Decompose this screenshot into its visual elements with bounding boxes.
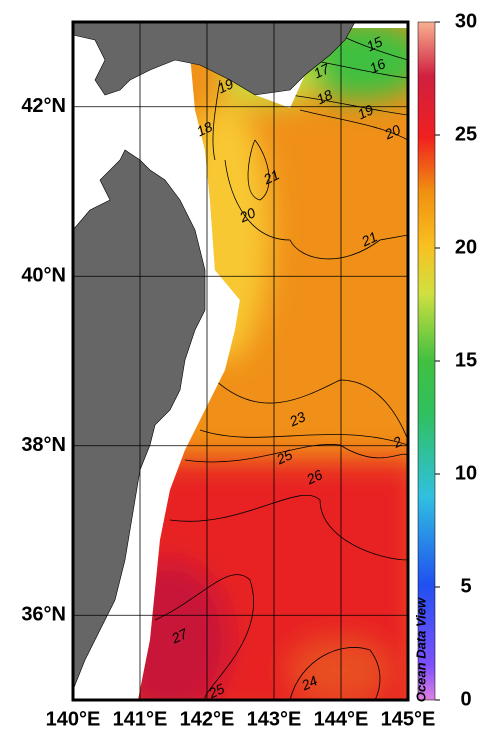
contour-label: 25 [273,446,295,468]
contour-label: 20 [381,121,403,143]
colorbar-tick-label: 10 [455,462,477,484]
lat-tick-label: 38°N [21,434,66,456]
land [73,22,356,691]
contour-label: 19 [215,75,236,96]
contour-label: 21 [260,166,282,188]
contour-label: 16 [367,55,388,76]
lat-tick-label: 36°N [21,604,66,626]
contour-label: 21 [358,228,380,250]
lat-tick-label: 40°N [21,265,66,287]
lon-tick-label: 140°E [46,708,101,730]
contour-label: 18 [314,86,335,107]
contour-label: 26 [303,466,325,488]
colorbar-tick-label: 5 [460,575,471,597]
lon-tick-label: 142°E [180,708,235,730]
axes: 140°E 141°E 142°E 143°E 144°E 145°E 36°N 38°N 40… [21,10,477,730]
colorbar-tick-label: 15 [455,349,477,371]
contour-label: 25 [205,680,227,702]
colorbar-tick-label: 0 [460,688,471,710]
contour-label: 23 [286,408,308,430]
lon-tick-label: 141°E [113,708,168,730]
watermark: Ocean Data View [413,597,428,702]
contour-label: 27 [168,625,191,647]
colorbar-tick-label: 30 [455,10,477,32]
colorbar-tick-label: 20 [455,236,477,258]
lon-tick-label: 144°E [314,708,369,730]
contour-label: 15 [364,33,385,54]
colorbar-tick-label: 25 [455,123,477,145]
lon-tick-label: 143°E [247,708,302,730]
lat-tick-label: 42°N [21,95,66,117]
contour-label: 18 [194,118,215,139]
contour-label: 24 [298,672,320,694]
contour-label: 20 [236,204,258,226]
lon-tick-label: 145°E [381,708,436,730]
